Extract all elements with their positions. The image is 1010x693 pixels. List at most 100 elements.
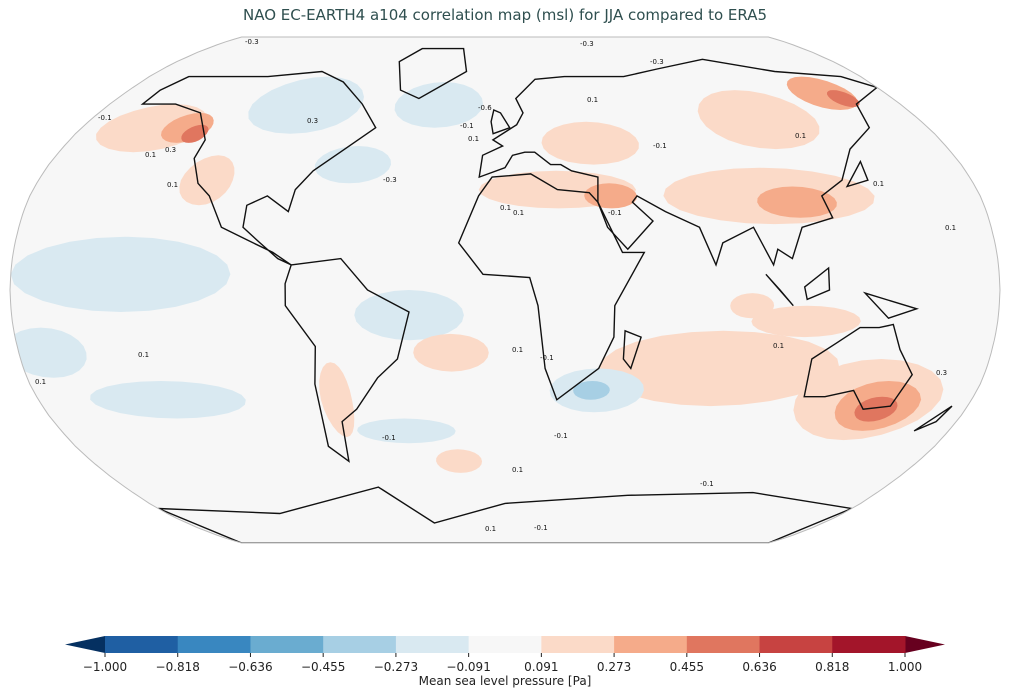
colorbar-tick-label: −0.455 <box>301 660 345 674</box>
correlation-region <box>854 396 898 422</box>
contour-label: 0.1 <box>587 96 598 104</box>
contour-label: 0.3 <box>936 369 947 377</box>
colorbar-tick-label: 0.273 <box>597 660 631 674</box>
colorbar-bin <box>468 636 542 653</box>
coastline <box>284 257 410 463</box>
coastline <box>803 266 831 301</box>
correlation-region <box>394 82 483 128</box>
contour-label: 0.3 <box>165 146 176 154</box>
contour-label: 0.1 <box>485 525 496 533</box>
coastline <box>398 47 468 100</box>
map-border <box>9 36 1001 544</box>
correlation-region <box>10 236 231 312</box>
contour-labels: -0.3 -0.3 -0.6 -0.1 0.1 -0.3 0.1 0.3 0.1 0.3 0.1 -0… <box>35 38 956 533</box>
correlation-region <box>357 418 456 444</box>
coastline <box>140 70 377 266</box>
correlation-region <box>730 293 775 319</box>
contour-label: 0.1 <box>945 224 956 232</box>
colorbar-tick-label: 0.636 <box>742 660 776 674</box>
correlation-region <box>541 121 639 165</box>
contour-label: 0.1 <box>35 378 46 386</box>
colorbar-tick-label: −0.091 <box>446 660 490 674</box>
colorbar-tick-label: −0.273 <box>374 660 418 674</box>
correlation-region <box>751 305 861 338</box>
correlation-region <box>413 333 489 372</box>
contour-label: -0.1 <box>98 114 112 122</box>
contour-label: -0.3 <box>383 176 397 184</box>
contour-label: -0.1 <box>554 432 568 440</box>
contour-label: -0.1 <box>700 480 714 488</box>
colorbar-tick-label: 0.091 <box>524 660 558 674</box>
contour-label: 0.3 <box>307 117 318 125</box>
correlation-region <box>314 146 391 184</box>
colorbar-bin <box>686 636 761 653</box>
correlation-region <box>248 76 364 134</box>
colorbar-label: Mean sea level pressure [Pa] <box>418 674 592 688</box>
contour-label: 0.1 <box>468 135 479 143</box>
correlation-region <box>10 327 87 378</box>
colorbar-bin <box>177 636 251 653</box>
coastline <box>158 486 855 543</box>
contour-label: 0.1 <box>512 346 523 354</box>
contour-label: -0.1 <box>382 434 396 442</box>
coastline <box>765 273 794 307</box>
correlation-region <box>179 155 235 206</box>
colorbar-tick-label: 0.818 <box>815 660 849 674</box>
chart-title: NAO EC-EARTH4 a104 correlation map (msl)… <box>242 6 768 24</box>
colorbar-bin <box>832 636 906 653</box>
correlation-region <box>757 186 837 218</box>
contour-label: -0.1 <box>534 524 548 532</box>
correlation-region <box>181 124 209 143</box>
contour-label: 0.1 <box>500 204 511 212</box>
colorbar-under-arrow <box>65 636 105 653</box>
contour-label: -0.3 <box>650 58 664 66</box>
colorbar: −1.000 −0.818 −0.636 −0.455 −0.273 −0.091 0.09… <box>65 636 945 674</box>
contour-label: -0.1 <box>460 122 474 130</box>
colorbar-bin <box>250 636 324 653</box>
contour-label: 0.1 <box>167 181 178 189</box>
correlation-region <box>90 381 246 419</box>
contour-label: -0.1 <box>653 142 667 150</box>
colorbar-bin <box>759 636 833 653</box>
contour-label: -0.6 <box>478 104 492 112</box>
correlation-region <box>697 90 820 150</box>
colorbar-tick-label: 0.455 <box>670 660 704 674</box>
coastline <box>913 405 953 432</box>
contour-label: -0.3 <box>580 40 594 48</box>
correlation-region <box>573 381 610 400</box>
correlation-region <box>436 449 482 473</box>
correlation-region <box>827 90 860 108</box>
coastline <box>862 291 920 320</box>
correlation-region <box>598 330 840 407</box>
coastline <box>457 173 646 401</box>
contour-label: 0.1 <box>773 342 784 350</box>
contour-label: -0.1 <box>540 354 554 362</box>
colorbar-tick-label: 1.000 <box>888 660 922 674</box>
colorbar-bin <box>395 636 470 653</box>
coastline <box>478 58 879 267</box>
coastline <box>845 159 869 188</box>
contour-label: 0.1 <box>512 466 523 474</box>
colorbar-tick-label: −0.818 <box>156 660 200 674</box>
colorbar-over-arrow <box>905 636 945 653</box>
contour-label: 0.1 <box>873 180 884 188</box>
world-map: -0.3 -0.3 -0.6 -0.1 0.1 -0.3 0.1 0.3 0.1 0.3 0.1 -0… <box>9 36 1001 544</box>
contour-label: -0.3 <box>245 38 259 46</box>
correlation-region <box>354 290 464 341</box>
coastlines <box>140 47 953 543</box>
colorbar-bin <box>614 636 688 653</box>
coastline <box>490 109 511 135</box>
colorbar-tick-label: −0.636 <box>228 660 272 674</box>
contour-label: -0.1 <box>608 209 622 217</box>
coastline <box>803 323 914 410</box>
colorbar-bin <box>105 636 179 653</box>
map-background <box>10 37 1000 543</box>
colorbar-bin <box>541 636 615 653</box>
colorbar-tick-label: −1.000 <box>83 660 127 674</box>
contour-label: 0.1 <box>145 151 156 159</box>
coastline <box>622 329 642 370</box>
contour-label: 0.1 <box>513 209 524 217</box>
contour-label: 0.1 <box>795 132 806 140</box>
colorbar-bin <box>323 636 397 653</box>
contour-label: 0.1 <box>138 351 149 359</box>
